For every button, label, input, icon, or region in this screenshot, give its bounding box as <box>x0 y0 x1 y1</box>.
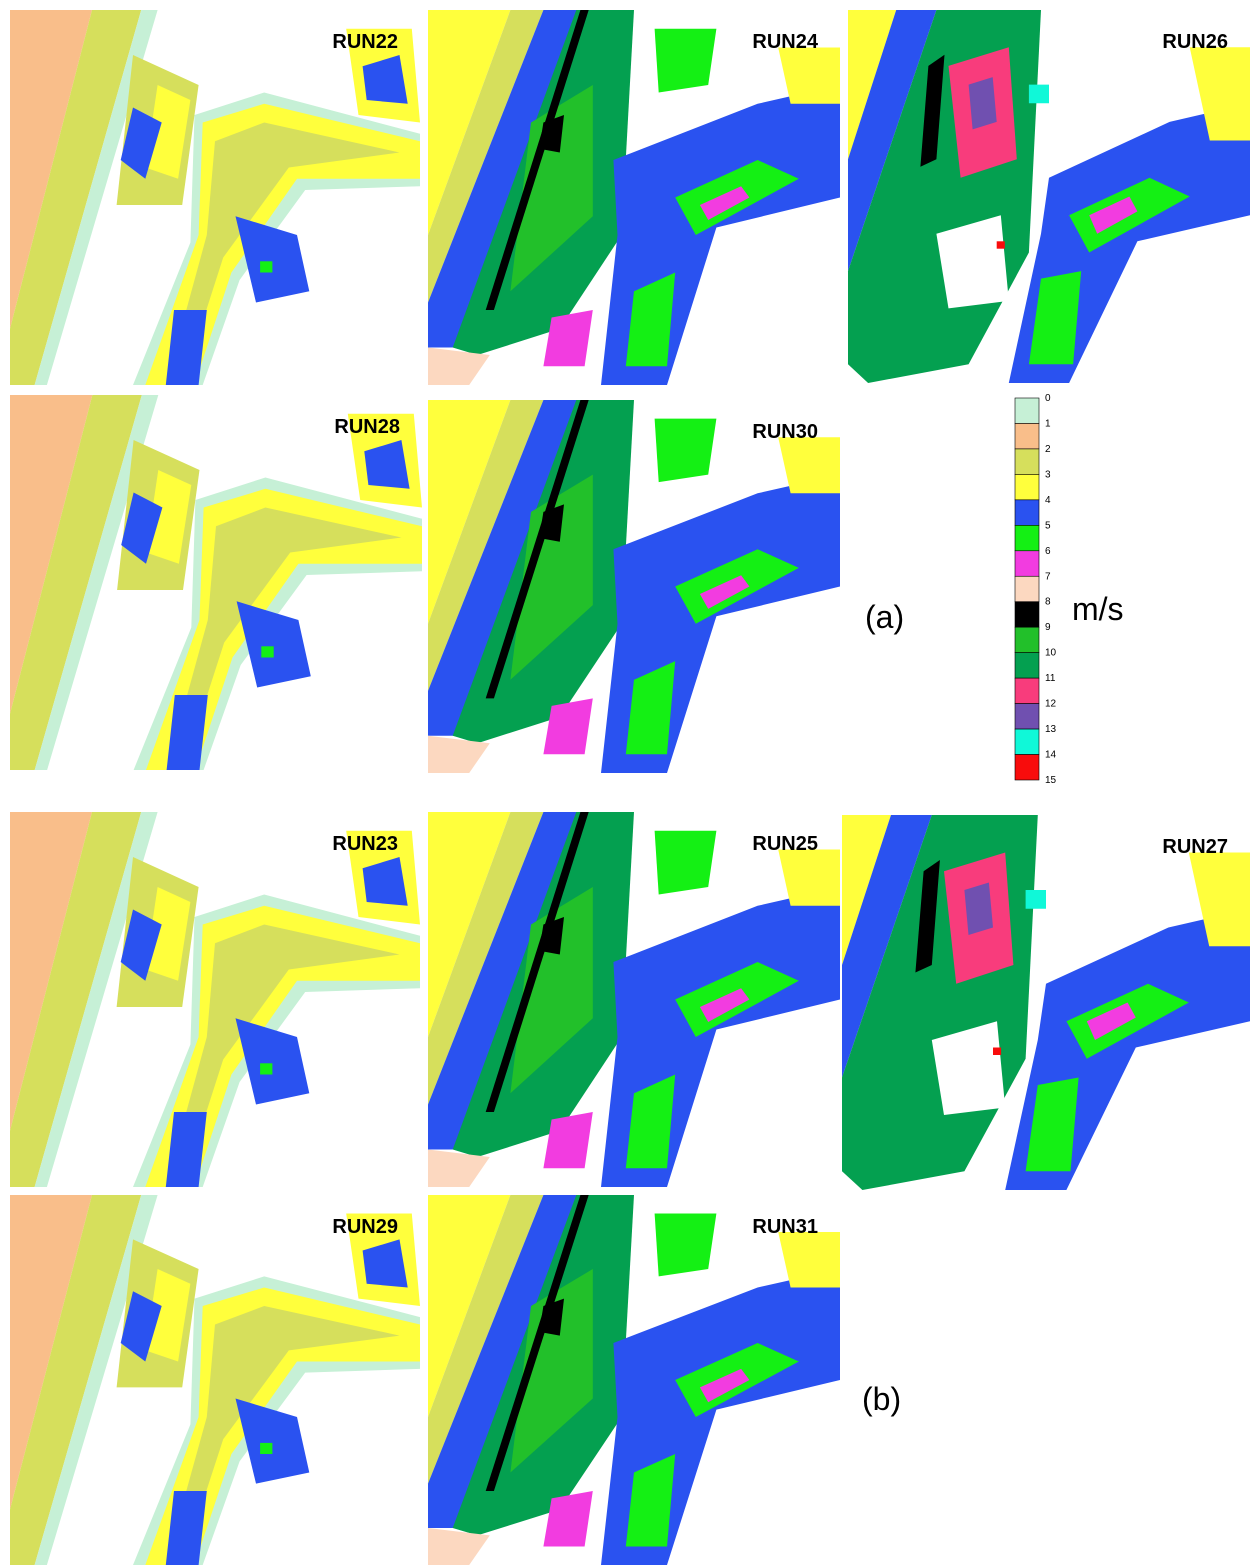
legend-swatch <box>1015 602 1039 627</box>
legend-swatch <box>1015 449 1039 474</box>
legend-swatch <box>1015 423 1039 448</box>
legend-swatch <box>1015 627 1039 652</box>
legend-tick-label: 13 <box>1045 724 1057 735</box>
panel-label: RUN30 <box>752 421 818 443</box>
legend-tick-label: 15 <box>1045 775 1057 786</box>
map-region <box>236 216 310 302</box>
map-panel: RUN25 <box>428 812 840 1187</box>
legend-swatch <box>1015 729 1039 754</box>
legend-tick-label: 11 <box>1045 673 1056 684</box>
map-region <box>993 1048 1001 1056</box>
panel-label: RUN26 <box>1162 31 1228 53</box>
map-panel: RUN22 <box>10 10 420 385</box>
map-panel: RUN28 <box>10 395 422 770</box>
map-panel: RUN30 <box>428 400 840 773</box>
legend-tick-label: 9 <box>1045 622 1051 633</box>
legend-tick-label: 14 <box>1045 750 1057 761</box>
legend-swatch <box>1015 576 1039 601</box>
map-panel: RUN31 <box>428 1195 840 1565</box>
map-region <box>655 29 717 93</box>
map-region <box>261 646 273 657</box>
legend-tick-label: 5 <box>1045 520 1051 531</box>
map-region <box>1029 85 1049 104</box>
map-region <box>655 419 717 483</box>
legend-tick-label: 0 <box>1045 393 1051 404</box>
legend-tick-label: 2 <box>1045 444 1051 455</box>
group-label: (b) <box>862 1381 901 1417</box>
page: {"panels": ["RUN22", "RUN24", "RUN26", "… <box>0 0 1254 1565</box>
legend-unit: m/s <box>1072 591 1124 627</box>
panel-label: RUN31 <box>752 1216 818 1238</box>
legend-swatch <box>1015 704 1039 729</box>
map-panel: RUN26 <box>848 10 1250 383</box>
legend-tick-label: 8 <box>1045 597 1051 608</box>
map-region <box>237 601 311 687</box>
map-panel: RUN23 <box>10 812 420 1187</box>
legend-swatch <box>1015 398 1039 423</box>
map-region <box>1026 890 1046 909</box>
map-region <box>778 437 840 493</box>
legend-swatch <box>1015 551 1039 576</box>
figure: RUN22 RUN24 RUN26 RUN28 RUN30 RUN23 RUN25 RUN27… <box>0 0 1254 1565</box>
map-panel: RUN27 <box>842 815 1250 1190</box>
group-label: (a) <box>865 599 904 635</box>
legend-swatch <box>1015 525 1039 550</box>
legend-swatch <box>1015 474 1039 499</box>
panel-label: RUN28 <box>334 416 400 438</box>
legend-swatch <box>1015 653 1039 678</box>
map-region <box>778 1232 840 1288</box>
map-region <box>260 1443 272 1454</box>
legend-tick-label: 3 <box>1045 469 1051 480</box>
legend-swatch <box>1015 755 1039 780</box>
map-region <box>964 883 993 936</box>
map-panel: RUN24 <box>428 10 840 385</box>
legend-tick-label: 1 <box>1045 418 1051 429</box>
map-region <box>778 850 840 906</box>
map-region <box>997 241 1005 248</box>
panel-label: RUN29 <box>332 1216 398 1238</box>
map-region <box>260 261 272 272</box>
panel-label: RUN23 <box>332 833 398 855</box>
map-region <box>655 1214 717 1277</box>
legend-tick-label: 7 <box>1045 571 1051 582</box>
map-panel: RUN29 <box>10 1195 420 1565</box>
legend-tick-label: 12 <box>1045 699 1057 710</box>
map-region <box>969 77 997 129</box>
map-region <box>778 48 840 104</box>
legend-tick-label: 10 <box>1045 648 1057 659</box>
legend-swatch <box>1015 678 1039 703</box>
map-region <box>655 831 717 895</box>
panel-label: RUN22 <box>332 31 398 53</box>
panel-label: RUN24 <box>752 31 818 53</box>
panel-label: RUN25 <box>752 833 818 855</box>
panel-label: RUN27 <box>1162 836 1228 858</box>
legend-swatch <box>1015 500 1039 525</box>
legend-tick-label: 4 <box>1045 495 1051 506</box>
legend-tick-label: 6 <box>1045 546 1051 557</box>
map-region <box>236 1399 310 1484</box>
map-region <box>260 1063 272 1074</box>
map-region <box>236 1018 310 1104</box>
